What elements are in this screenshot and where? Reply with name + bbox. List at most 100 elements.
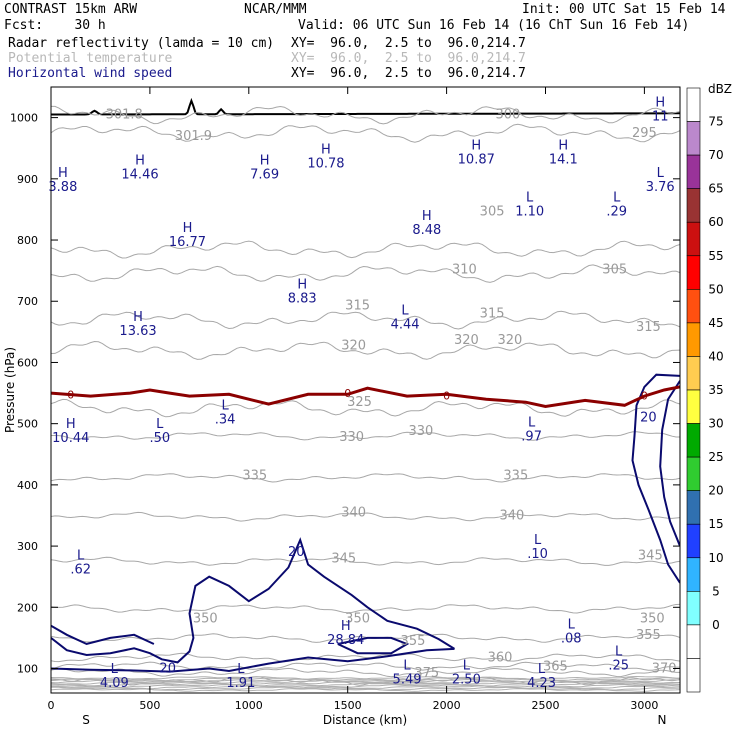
extremum-value: 3.88 (48, 180, 77, 195)
high-marker: H (58, 166, 68, 181)
low-marker: L (221, 399, 229, 414)
forecast-hour: Fcst: 30 h (4, 18, 106, 33)
theta-label: 301.8 (106, 108, 143, 123)
extremum-value: .62 (70, 563, 91, 578)
y-axis-title: Pressure (hPa) (3, 347, 17, 433)
colorbar-swatch (686, 624, 701, 659)
theta-contour-upper (51, 683, 680, 688)
high-marker: H (297, 277, 307, 292)
x-tick-label: 500 (139, 699, 160, 712)
extremum-value: 16.77 (169, 235, 206, 250)
extremum-value: 8.48 (412, 223, 441, 238)
extremum-value: 13.63 (119, 324, 156, 339)
x-axis-title: Distance (km) (323, 713, 407, 727)
theta-contour-315 (51, 310, 680, 330)
low-marker: L (526, 190, 534, 205)
low-marker: L (156, 417, 164, 432)
init-time: Init: 00 UTC Sat 15 Feb 14 (522, 2, 726, 17)
extremum-value: .97 (521, 430, 542, 445)
wind-contour-label: 20 (159, 662, 176, 677)
theta-label: 335 (503, 469, 528, 484)
theta-label: 295 (632, 126, 657, 141)
high-marker: H (558, 138, 568, 153)
colorbar-level-label: 5 (712, 584, 720, 598)
low-marker: L (237, 662, 245, 677)
theta-label: 370 (652, 662, 677, 677)
colorbar-swatch (686, 289, 701, 324)
colorbar-swatch (686, 188, 701, 223)
colorbar-swatch (686, 423, 701, 458)
colorbar-swatch (686, 490, 701, 525)
wind-contours (51, 373, 680, 673)
extremum-value: .50 (149, 431, 170, 446)
extremum-value: 1.10 (515, 204, 544, 219)
y-tick-label: 1000 (10, 112, 38, 125)
theta-label: 320 (341, 338, 366, 353)
theta-label: 360 (488, 650, 513, 665)
high-marker: H (341, 619, 351, 634)
theta-label: 350 (193, 611, 218, 626)
theta-contour-355 (51, 633, 680, 643)
colorbar-level-label: 45 (708, 316, 723, 330)
colorbar-swatch (686, 154, 701, 189)
y-tick-label: 700 (17, 295, 38, 308)
high-marker: H (655, 96, 665, 111)
theta-label: 355 (636, 628, 661, 643)
extremum-value: 14.1 (549, 152, 578, 167)
colorbar-swatch (686, 557, 701, 592)
theta-label: 365 (543, 660, 568, 675)
theta-label: 315 (480, 306, 505, 321)
low-marker: L (657, 166, 665, 181)
low-marker: L (613, 190, 621, 205)
colorbar-swatch (686, 523, 701, 559)
theta-label: 375 (414, 666, 439, 681)
colorbar-level-label: 75 (708, 115, 723, 129)
extremum-value: .29 (606, 204, 627, 219)
field1-name: Radar reflectivity (lamda = 10 cm) (8, 36, 275, 51)
theta-label: 355 (401, 634, 426, 649)
extremum-value: 4.44 (391, 318, 420, 333)
wind-contour-4 (631, 373, 680, 584)
extremum-value: 3.76 (646, 180, 675, 195)
x-tick-label: 0 (48, 699, 55, 712)
theta-contour-upper (51, 685, 680, 690)
theta-contour-upper (51, 675, 680, 680)
extremum-value: .34 (215, 413, 236, 428)
theta-contour-335 (51, 473, 680, 483)
colorbar-swatch (686, 658, 701, 693)
theta-label: 340 (499, 508, 524, 523)
terrain-line (51, 97, 680, 116)
low-marker: L (463, 659, 471, 674)
colorbar-level-label: 50 (708, 282, 723, 296)
low-marker: L (77, 549, 85, 564)
colorbar-swatch (686, 389, 701, 424)
colorbar-swatch (686, 356, 701, 391)
extremum-value: 11 (652, 110, 669, 125)
plot-frame (50, 86, 681, 694)
colorbar-swatch (686, 322, 701, 357)
low-marker: L (401, 304, 409, 319)
high-marker: H (133, 310, 143, 325)
y-tick-label: 400 (17, 479, 38, 492)
colorbar-swatch (686, 87, 701, 122)
high-marker: H (260, 154, 270, 169)
colorbar-level-label: 30 (708, 417, 723, 431)
theta-label: 335 (242, 469, 267, 484)
extremum-value: 14.46 (121, 168, 158, 183)
theta-contours (51, 105, 680, 692)
colorbar-level-label: 10 (708, 551, 723, 565)
theta-label: 320 (454, 333, 479, 348)
high-marker: H (135, 154, 145, 169)
field2-xy: XY= 96.0, 2.5 to 96.0,214.7 (291, 51, 526, 66)
theta-contour-365 (51, 661, 680, 671)
freezing-level-label: 0 (641, 390, 648, 403)
y-tick-label: 600 (17, 356, 38, 369)
extremum-value: 28.84 (327, 633, 364, 648)
low-marker: L (528, 416, 536, 431)
colorbar-level-label: 55 (708, 249, 723, 263)
high-marker: H (321, 143, 331, 158)
extremum-value: 4.23 (527, 676, 556, 691)
y-tick-label: 100 (17, 663, 38, 676)
high-marker: H (183, 221, 193, 236)
